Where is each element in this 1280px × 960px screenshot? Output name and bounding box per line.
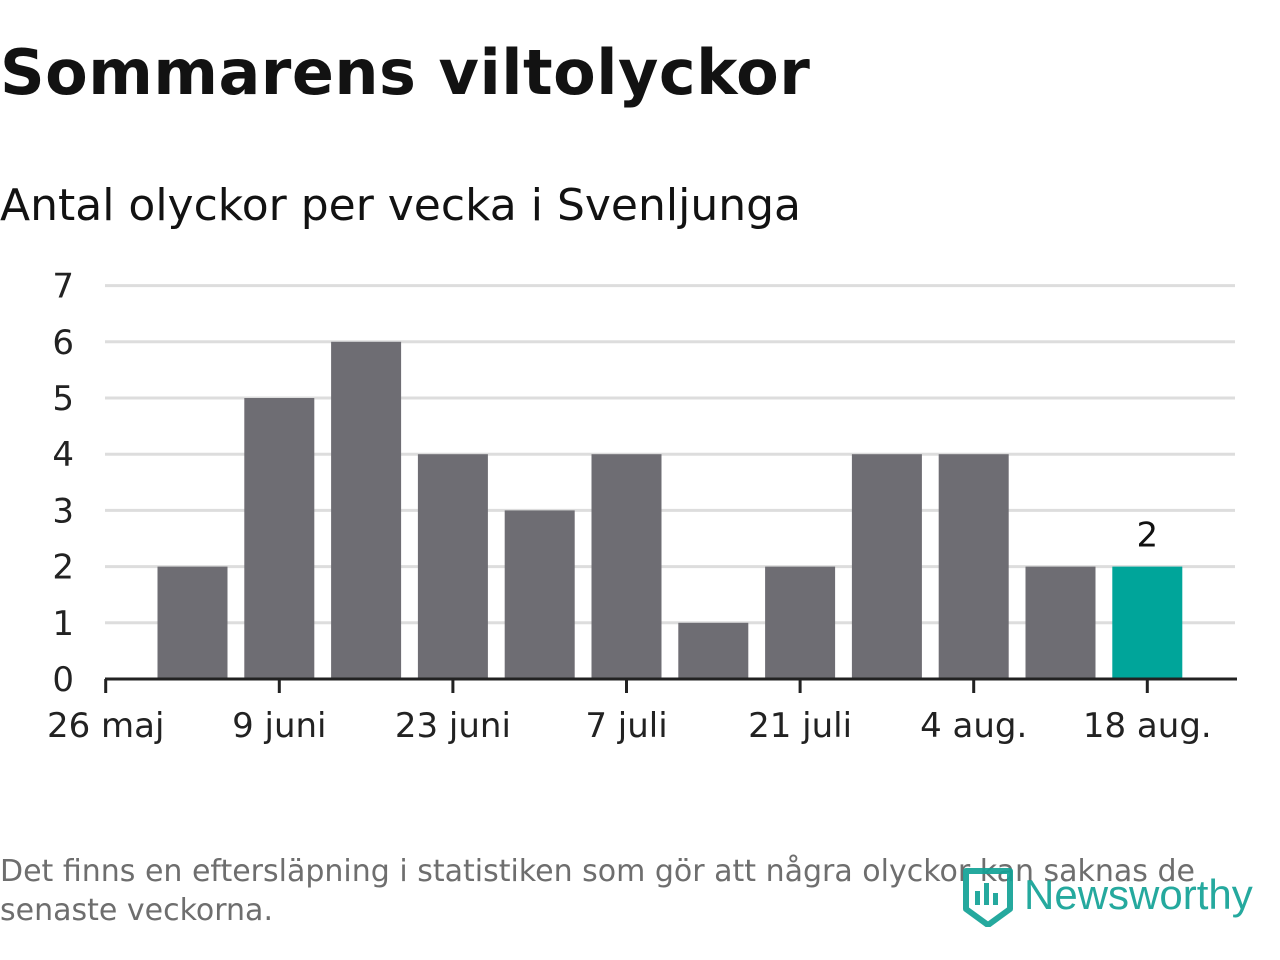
x-tick-label: 26 maj: [47, 706, 164, 746]
x-tick-label: 18 aug.: [1083, 706, 1212, 746]
x-tick-label: 9 juni: [232, 706, 326, 746]
y-tick-label: 7: [52, 267, 74, 307]
bar: [1025, 566, 1096, 679]
bar: [938, 454, 1009, 679]
x-axis: [104, 677, 1237, 693]
bar: [678, 622, 749, 679]
data-label: 2: [1136, 516, 1158, 556]
y-tick-label: 1: [52, 604, 74, 644]
bar-chart: 0 1 2 3 4 5 6 7 26 maj 9 juni 23 juni 7 juli 21 jul…: [47, 267, 1237, 746]
y-tick-label: 2: [52, 548, 74, 588]
bar: [417, 454, 488, 679]
bar: [591, 454, 662, 679]
bar: [504, 510, 575, 679]
chart-subtitle: Antal olyckor per vecka i Svenljunga: [0, 180, 801, 231]
bar: [851, 454, 922, 679]
x-axis-labels: 26 maj 9 juni 23 juni 7 juli 21 juli 4 aug. 18…: [47, 706, 1212, 746]
bar: [331, 341, 402, 679]
chart-title: Sommarens viltolyckor: [0, 36, 811, 109]
brand-name: Newsworthy: [1024, 871, 1253, 918]
brand-logo: Newsworthy: [962, 862, 1253, 928]
y-tick-label: 6: [52, 323, 74, 363]
x-tick-label: 7 juli: [585, 706, 667, 746]
y-axis-labels: 0 1 2 3 4 5 6 7: [52, 267, 74, 700]
bar: [157, 566, 228, 679]
bar: [244, 398, 315, 679]
data-labels: 2: [1136, 516, 1158, 556]
y-tick-label: 0: [52, 660, 74, 700]
y-tick-label: 3: [52, 491, 74, 531]
bar: [765, 566, 836, 679]
newsworthy-logo-icon: [963, 868, 1013, 927]
y-tick-label: 5: [52, 379, 74, 419]
x-tick-label: 21 juli: [748, 706, 852, 746]
x-tick-label: 4 aug.: [920, 706, 1027, 746]
bar: [1112, 566, 1183, 679]
y-tick-label: 4: [52, 435, 74, 475]
bars: [157, 341, 1183, 679]
x-tick-label: 23 juni: [395, 706, 511, 746]
